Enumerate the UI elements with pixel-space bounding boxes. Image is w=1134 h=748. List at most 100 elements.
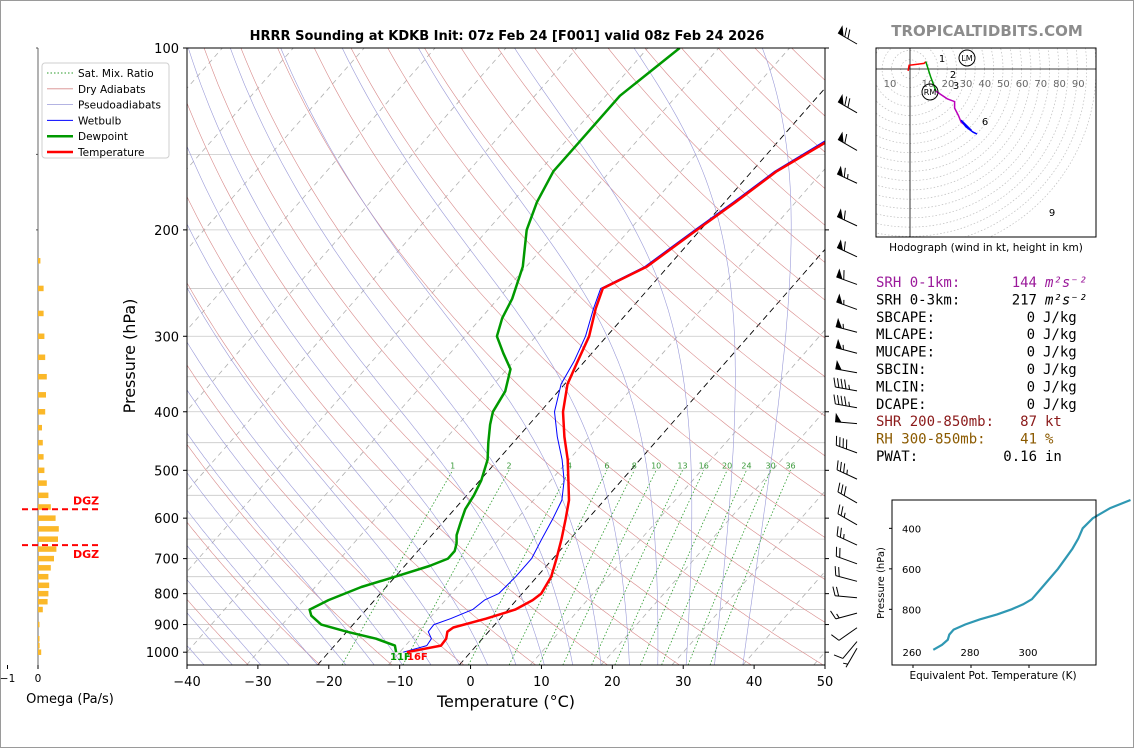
barb-flag bbox=[837, 94, 844, 106]
isotherm-line bbox=[600, 409, 825, 665]
param-unit: J/kg bbox=[1043, 327, 1077, 343]
barb-staff bbox=[835, 612, 858, 620]
dry-adiabat bbox=[828, 48, 1134, 665]
omega-bar bbox=[38, 649, 42, 655]
pseudoadiabat bbox=[633, 48, 736, 665]
barb-staff bbox=[835, 595, 858, 599]
wind-barb bbox=[833, 641, 858, 659]
omega-bar bbox=[38, 635, 40, 642]
theta-e-xlabel: Equivalent Pot. Temperature (K) bbox=[909, 670, 1076, 682]
hodograph-ring-label: 80 bbox=[1053, 79, 1066, 90]
barb-full bbox=[833, 377, 836, 388]
barb-staff bbox=[836, 444, 858, 454]
wind-barb bbox=[843, 647, 858, 668]
isotherm-line bbox=[813, 651, 825, 665]
hodograph-ring-label: 10 bbox=[884, 79, 897, 90]
hodograph-ring-label: 40 bbox=[978, 79, 991, 90]
x-tick-label: 50 bbox=[817, 675, 834, 690]
mixing-ratio-label: 30 bbox=[765, 461, 775, 470]
legend-label: Dewpoint bbox=[78, 131, 128, 143]
isotherm-line bbox=[187, 48, 294, 170]
param-label: DCAPE: bbox=[876, 397, 927, 413]
param-label: SBCIN: bbox=[876, 362, 927, 378]
mixing-ratio-line bbox=[591, 470, 683, 665]
barb-full bbox=[836, 395, 840, 405]
barb-full bbox=[836, 378, 840, 388]
wind-barb bbox=[837, 25, 858, 45]
mixing-ratio-label: 1 bbox=[450, 461, 455, 470]
omega-bar bbox=[38, 285, 44, 292]
wind-barb bbox=[836, 239, 858, 258]
theta-e-curve bbox=[932, 498, 1131, 651]
wind-barb bbox=[836, 165, 858, 184]
barb-full bbox=[835, 586, 840, 597]
wind-barb bbox=[836, 460, 858, 480]
pseudoadiabat bbox=[187, 612, 233, 665]
barb-half bbox=[843, 662, 848, 665]
isotherm-line bbox=[187, 48, 578, 492]
omega-bar bbox=[38, 526, 59, 532]
param-unit: J/kg bbox=[1043, 397, 1077, 413]
param-unit: kt bbox=[1045, 414, 1062, 430]
barb-full bbox=[840, 395, 843, 406]
param-value: 144 bbox=[1012, 275, 1037, 291]
barb-staff bbox=[835, 368, 858, 374]
barb-flag bbox=[835, 338, 843, 350]
param-label: SBCAPE: bbox=[876, 310, 935, 326]
theta-e-panel: 400 600 800 260 280 300 bbox=[889, 498, 1131, 668]
param-label: SHR 200-850mb: bbox=[876, 414, 994, 430]
barb-staff bbox=[836, 247, 858, 258]
barb-full bbox=[839, 527, 842, 538]
wind-barb bbox=[834, 566, 858, 582]
y-tick-label: 300 bbox=[154, 330, 179, 345]
barb-staff bbox=[835, 326, 858, 333]
hodograph-height-label: 1 bbox=[939, 54, 945, 65]
param-value: 0 bbox=[1027, 327, 1035, 343]
omega-bar bbox=[38, 621, 40, 628]
x-tick-label: 0 bbox=[466, 675, 474, 690]
mixing-ratio-line bbox=[614, 470, 705, 665]
omega-bar bbox=[38, 424, 42, 431]
barb-flag bbox=[837, 165, 843, 177]
isotherm-line bbox=[458, 248, 825, 665]
param-label: MLCIN: bbox=[876, 379, 927, 395]
skewt-xlabel: Temperature (°C) bbox=[436, 692, 575, 711]
y-tick-label: 400 bbox=[154, 406, 179, 421]
omega-bar bbox=[38, 582, 50, 589]
wind-barb bbox=[835, 412, 858, 425]
barb-flag bbox=[835, 412, 842, 423]
storm-motion-marker bbox=[958, 49, 976, 67]
wind-barb bbox=[833, 394, 858, 409]
legend-label: Dry Adiabats bbox=[78, 84, 146, 96]
barb-half bbox=[836, 613, 840, 619]
barb-full bbox=[836, 526, 839, 536]
barb-full bbox=[833, 394, 836, 405]
dry-adiabat bbox=[277, 48, 825, 623]
barb-flag bbox=[835, 360, 842, 371]
dry-adiabat bbox=[350, 48, 825, 538]
surface-dewpoint-label: 11F bbox=[390, 652, 411, 663]
barb-flag bbox=[837, 239, 843, 251]
omega-bar bbox=[38, 565, 51, 571]
param-label: MUCAPE: bbox=[876, 345, 935, 361]
mixing-ratio-label: 2 bbox=[506, 461, 511, 470]
isotherm-line bbox=[529, 329, 825, 665]
watermark: TROPICALTIDBITS.COM bbox=[891, 22, 1083, 40]
hodograph-ring-label: 20 bbox=[942, 79, 955, 90]
dgz-label: DGZ bbox=[73, 548, 99, 561]
y-tick-label: 200 bbox=[154, 224, 179, 239]
omega-bar bbox=[38, 590, 49, 597]
wind-barb bbox=[831, 627, 858, 641]
barb-full bbox=[844, 396, 847, 406]
hodograph-height-label: 2 bbox=[950, 70, 956, 81]
parameter-table: SRH 0-1km: 144 m²s⁻² SRH 0-3km: 217 m²s⁻² SBCA… bbox=[876, 275, 1087, 465]
pseudoadiabat bbox=[187, 509, 318, 665]
legend: Sat. Mix. Ratio Dry Adiabats Pseudoadiabat… bbox=[41, 62, 170, 159]
hodograph-lines: 123 6 9 LM RM bbox=[907, 49, 1055, 219]
barb-staff bbox=[837, 513, 858, 526]
wind-barb bbox=[835, 546, 858, 565]
dry-adiabat bbox=[571, 48, 825, 301]
omega-bar bbox=[38, 454, 44, 460]
pseudoadiabat bbox=[187, 145, 517, 665]
isotherm-line bbox=[187, 48, 436, 331]
